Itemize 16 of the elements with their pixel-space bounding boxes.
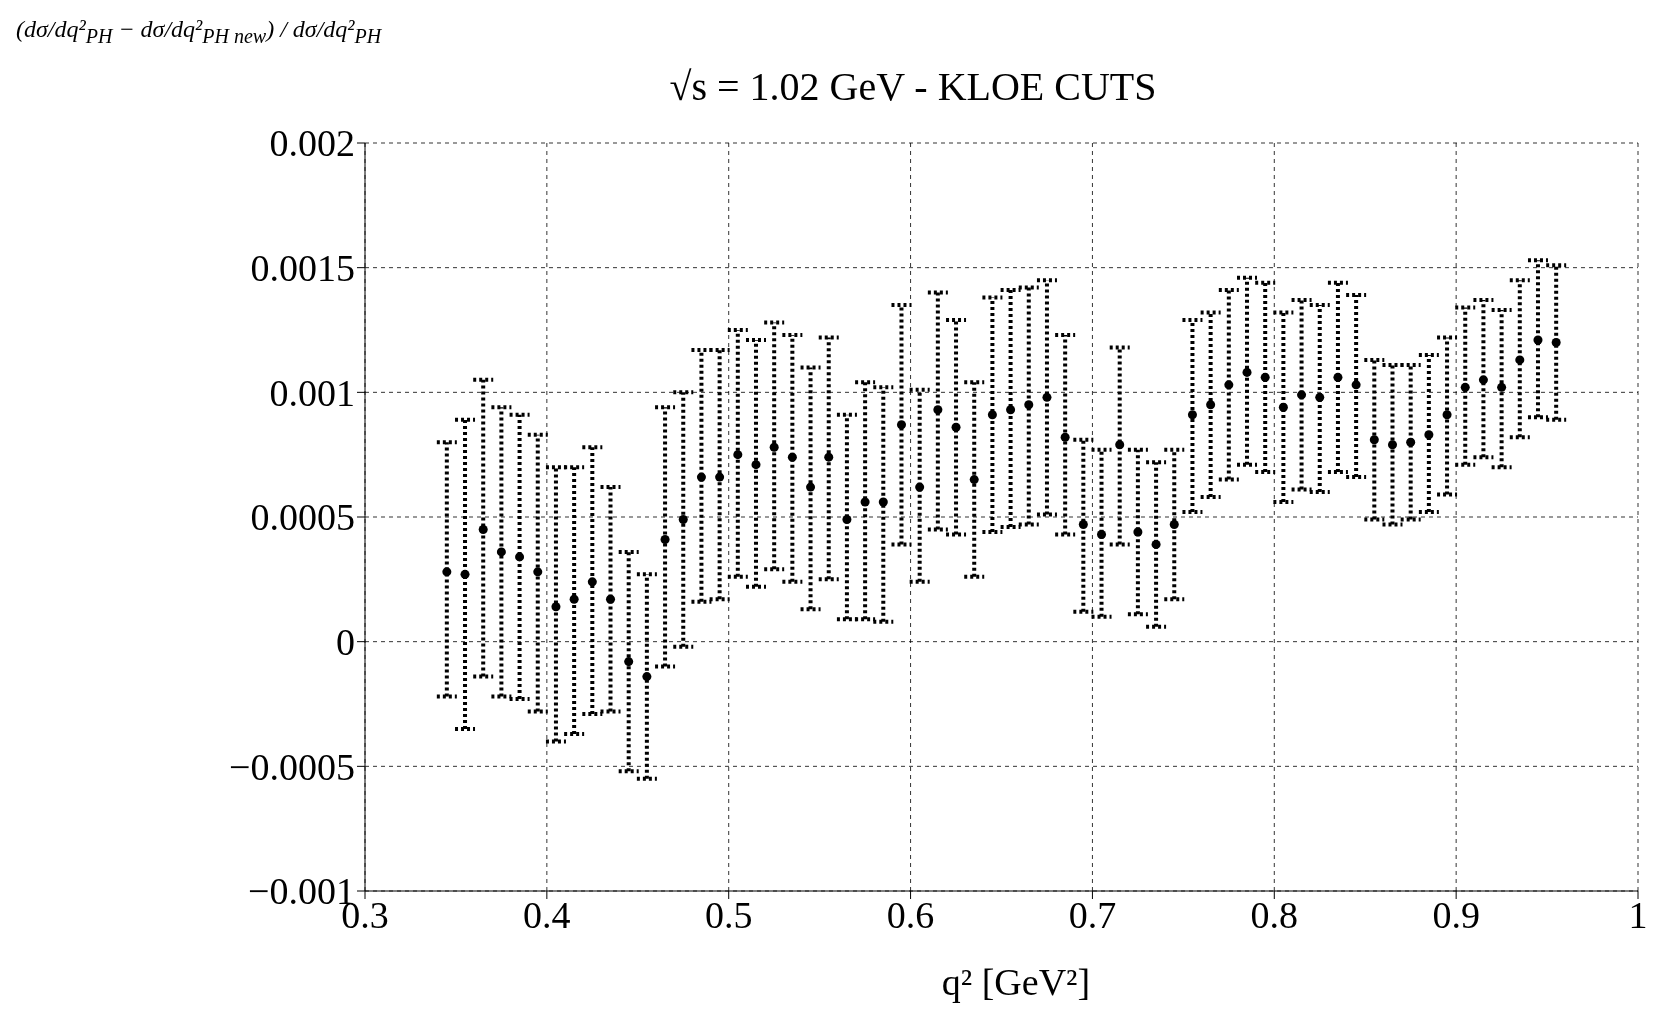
x-tick-label: 0.6 bbox=[886, 893, 935, 936]
chart-title: √s = 1.02 GeV - KLOE CUTS bbox=[668, 63, 1158, 110]
x-tick-label: 0.5 bbox=[704, 893, 753, 936]
y-axis-title: (dσ/dq²$_{PH}$ − dσ/dq²$_{PH new}$) / dσ/dq²$_{PH}$ bbox=[16, 16, 382, 48]
y-tick-label: 0.002 bbox=[269, 122, 355, 165]
x-tick-label: 0.9 bbox=[1432, 893, 1480, 936]
y-tick-label: 0 bbox=[336, 621, 355, 664]
x-axis-title: q² [GeV²] bbox=[940, 960, 1092, 1004]
x-tick-label: 1 bbox=[1628, 893, 1648, 936]
y-tick-label: 0.0005 bbox=[250, 496, 355, 539]
x-tick-label: 0.4 bbox=[523, 893, 571, 936]
y-tick-label: −0.0005 bbox=[229, 745, 355, 788]
x-tick-label: 0.8 bbox=[1250, 893, 1299, 936]
y-tick-label: 0.001 bbox=[269, 371, 355, 414]
x-tick-label: 0.7 bbox=[1068, 893, 1117, 936]
y-tick-label: 0.0015 bbox=[250, 247, 355, 290]
